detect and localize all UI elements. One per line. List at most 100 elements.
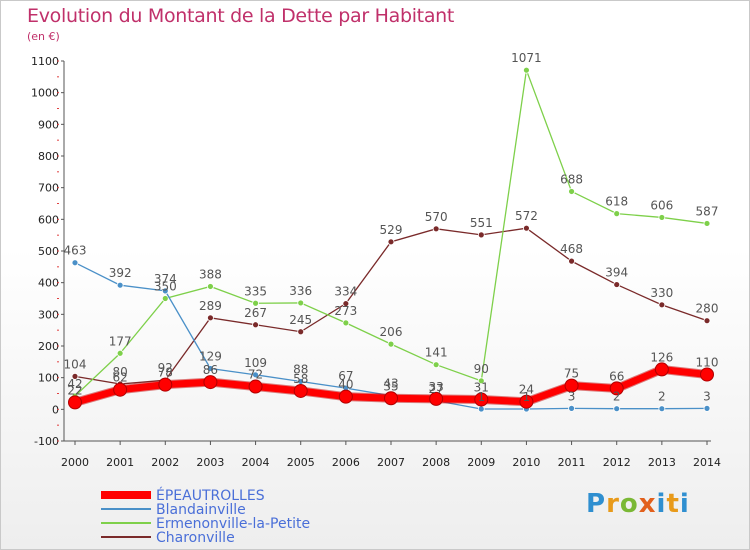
chart-subtitle: (en €): [27, 30, 60, 43]
data-label: 58: [293, 372, 308, 386]
x-tick-label: 2008: [422, 456, 450, 469]
data-label: 35: [383, 379, 398, 393]
data-point: [658, 301, 666, 309]
data-point: [342, 319, 350, 327]
data-point: [703, 404, 711, 412]
y-tick-label: 900: [38, 118, 59, 131]
data-label: 42: [67, 377, 82, 391]
data-label: 88: [293, 362, 308, 376]
data-label: 335: [244, 284, 267, 298]
y-tick-label: -100: [34, 435, 59, 448]
data-label: 126: [650, 350, 673, 364]
x-tick-label: 2013: [648, 456, 676, 469]
x-tick-label: 2000: [61, 456, 89, 469]
data-point: [564, 378, 579, 393]
x-tick-label: 2004: [242, 456, 270, 469]
data-point: [113, 382, 128, 397]
data-point: [477, 405, 485, 413]
data-point: [700, 367, 714, 382]
data-point: [207, 283, 214, 290]
data-label: 392: [109, 266, 132, 280]
y-tick-label: 1000: [31, 87, 59, 100]
x-tick-label: 2012: [603, 456, 631, 469]
data-label: 388: [199, 267, 222, 281]
data-point: [297, 299, 305, 307]
data-label: 22: [67, 383, 82, 397]
data-point: [68, 395, 82, 410]
data-label: 1: [523, 390, 531, 404]
data-label: 2: [613, 390, 621, 404]
data-label: 78: [158, 366, 173, 380]
data-point: [429, 391, 444, 406]
data-point: [71, 372, 79, 380]
data-point: [474, 392, 489, 407]
data-point: [432, 361, 440, 369]
data-label: 40: [338, 378, 353, 392]
data-label: 572: [515, 209, 538, 223]
series-0: [68, 362, 714, 410]
data-point: [523, 224, 530, 232]
data-label: 43: [383, 377, 398, 391]
legend-item-3: Charonville: [101, 530, 235, 546]
legend-label: Ermenonville-la-Petite: [156, 516, 310, 532]
x-tick-label: 2003: [196, 456, 224, 469]
data-label: 86: [203, 363, 218, 377]
logo-letter: x: [638, 489, 657, 519]
data-point: [387, 340, 395, 348]
data-label: 570: [425, 210, 448, 224]
data-label: 394: [605, 266, 628, 280]
data-label: 618: [605, 195, 628, 209]
logo-letter: P: [586, 489, 607, 519]
data-point: [203, 375, 218, 390]
data-point: [252, 299, 259, 307]
legend: ÉPEAUTROLLESBlandainvilleErmenonville-la…: [101, 487, 310, 546]
data-point: [248, 379, 263, 394]
legend-label: Blandainville: [156, 502, 246, 518]
data-label: 3: [703, 389, 711, 403]
data-point: [252, 321, 259, 329]
data-label: 33: [429, 380, 444, 394]
data-label: 110: [696, 356, 719, 370]
x-tick-label: 2005: [287, 456, 315, 469]
x-tick-label: 2001: [106, 456, 134, 469]
data-label: 606: [650, 198, 673, 212]
data-point: [477, 231, 485, 239]
data-label: 529: [380, 223, 403, 237]
data-point: [116, 349, 124, 357]
data-point: [519, 394, 534, 409]
data-label: 1071: [511, 51, 542, 65]
y-tick-label: 700: [38, 182, 59, 195]
data-label: 27: [429, 382, 444, 396]
data-label: 24: [519, 383, 534, 397]
data-label: 551: [470, 216, 493, 230]
y-tick-label: 1100: [31, 55, 59, 68]
legend-item-0: ÉPEAUTROLLES: [101, 487, 265, 504]
data-point: [703, 220, 711, 227]
logo-letter: r: [606, 489, 620, 519]
data-point: [568, 404, 575, 412]
data-point: [703, 317, 711, 325]
data-label: 109: [244, 356, 267, 370]
data-label: 206: [380, 325, 403, 339]
data-point: [613, 210, 621, 218]
data-point: [658, 405, 666, 413]
y-tick-label: 0: [52, 403, 59, 416]
data-label: 1: [477, 390, 485, 404]
y-tick-label: 400: [38, 277, 59, 290]
data-point: [207, 365, 214, 372]
y-tick-label: 300: [38, 308, 59, 321]
data-label: 104: [64, 357, 87, 371]
data-label: 330: [650, 286, 673, 300]
y-tick-label: 200: [38, 340, 59, 353]
data-label: 280: [696, 302, 719, 316]
data-label: 289: [199, 299, 222, 313]
data-label: 2: [658, 390, 666, 404]
x-tick-label: 2006: [332, 456, 360, 469]
legend-label: ÉPEAUTROLLES: [156, 487, 265, 504]
data-label: 350: [154, 280, 177, 294]
data-label: 374: [154, 272, 177, 286]
data-point: [293, 383, 308, 398]
y-tick-label: 800: [38, 150, 59, 163]
x-tick-label: 2007: [377, 456, 405, 469]
